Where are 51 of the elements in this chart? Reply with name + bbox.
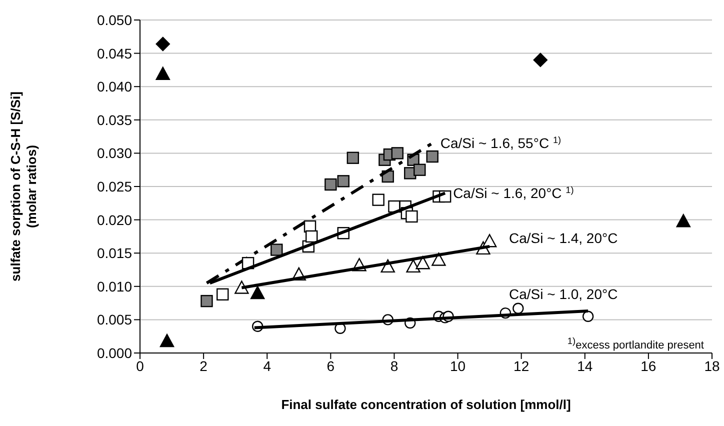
point [391,147,404,160]
x-tick-label: 12 [514,358,530,374]
y-tick-label: 0.005 [96,312,132,328]
x-tick-label: 2 [200,358,208,374]
x-tick-label: 10 [450,358,466,374]
x-axis-title: Final sulfate concentration of solution [mmol/l] [281,397,571,412]
point [324,178,337,191]
annotation: $^{1)}$excess portlandite present [567,336,704,352]
point [346,152,360,164]
point [676,214,690,228]
point [416,256,430,270]
y-tick-label: 0.020 [96,212,132,228]
y-tick-label: 0.010 [96,278,132,294]
point [406,259,420,273]
point [372,194,384,206]
point [160,334,174,348]
y-tick-label: 0.030 [96,145,132,162]
y-tick-label: 0.035 [96,112,132,128]
point [270,244,283,256]
annotation: Ca/Si ~ 1.0, 20°C [509,286,618,302]
x-tick-label: 4 [263,358,272,374]
point [156,36,170,52]
point [414,164,426,176]
y-tick-label: 0.025 [96,178,132,194]
x-tick-label: 18 [704,358,720,374]
annotation: Ca/Si ~ 1.4, 20°C [509,230,618,246]
y-tick-label: 0.045 [96,45,132,62]
y-tick-label: 0.050 [96,12,132,28]
x-tick-label: 6 [326,358,335,374]
point [306,230,318,243]
point [426,150,438,163]
annotation: Ca/Si ~ 1.6, 20°C $^{1)}$ [453,185,574,202]
annotation: Ca/Si ~ 1.6, 55°C $^{1)}$ [440,135,562,152]
y-tick-label: 0.015 [96,245,132,262]
y-tick-label: 0.000 [96,344,132,361]
point [512,302,524,314]
point [200,294,213,308]
point [406,210,418,223]
x-tick-label: 14 [577,358,593,374]
point [337,175,350,188]
point [156,66,170,80]
point [432,252,446,266]
y-tick-label: 0.040 [96,78,132,95]
point [250,286,265,300]
point [582,310,594,322]
x-tick-label: 16 [640,358,656,374]
x-tick-label: 8 [390,358,398,374]
point [216,288,229,300]
point [533,52,548,68]
y-axis-title: sulfate sorption of C-S-H [S/Si] (molar ratios) [8,92,39,282]
x-tick-label: 0 [136,358,144,374]
